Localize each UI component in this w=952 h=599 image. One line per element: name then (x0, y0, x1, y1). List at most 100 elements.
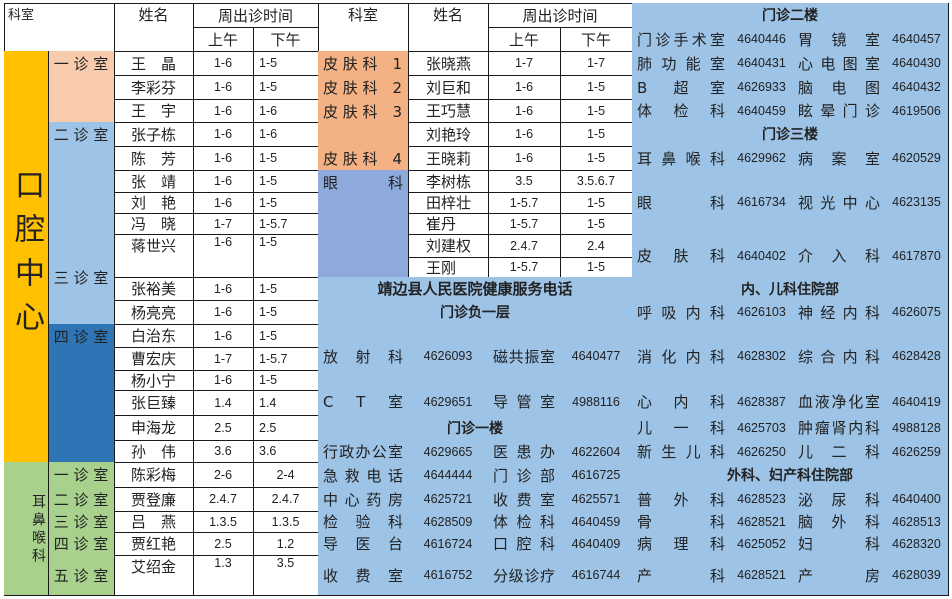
phone-number: 4616724 (408, 532, 489, 556)
am-days: 2.4.7 (193, 487, 254, 512)
department-label: 皮 肤 科 4 (318, 146, 409, 171)
doctor-name: 王刚 (408, 257, 489, 278)
doctor-name: 李树栋 (408, 170, 489, 193)
phone-number: 4626259 (885, 440, 949, 464)
doctor-name: 贾红艳 (114, 532, 194, 556)
phone-number: 4640446 (730, 27, 794, 52)
phone-number: 4625052 (730, 532, 794, 556)
am-days: 1-6 (193, 51, 254, 76)
phone-dept-name-text: 儿一科 (637, 419, 725, 437)
am-days: 1-6 (193, 99, 254, 123)
phone-dept-name-text: C T 室 (323, 393, 403, 411)
phone-dept-name-text: 门诊手术室 (637, 30, 725, 49)
doctor-name: 张裕美 (114, 277, 194, 301)
doctor-name: 王巧慧 (408, 99, 489, 123)
doctor-name: 冯 晓 (114, 213, 194, 235)
room-label: 二 诊 室 (48, 122, 115, 214)
am-days: 1.3 (193, 555, 254, 596)
header-am-2: 上午 (488, 27, 561, 52)
room-label: 四 诊 室 (48, 324, 115, 463)
doctor-name: 王 宇 (114, 99, 194, 123)
am-days: 3.5 (488, 170, 561, 193)
phone-number: 4617870 (885, 234, 949, 278)
room-label: 四 诊 室 (48, 532, 115, 556)
phone-dept-name: 新生儿科 (632, 440, 731, 464)
phone-number: 4640419 (885, 388, 949, 416)
pm-days: 1.2 (253, 532, 319, 556)
am-days: 1-5.7 (488, 192, 561, 214)
pm-days: 1-5 (253, 170, 319, 193)
department-label-text: 眼科 (323, 174, 403, 192)
phone-number: 4622604 (560, 440, 633, 464)
doctor-name: 陈 芳 (114, 146, 194, 171)
am-days: 1-7 (488, 51, 561, 76)
phone-number: 4988128 (885, 415, 949, 441)
phone-number: 4640409 (560, 532, 633, 556)
phone-number: 4626093 (408, 324, 489, 389)
phone-number: 4629665 (408, 440, 489, 464)
pm-days: 2.4 (560, 234, 633, 258)
header-pm-2: 下午 (560, 27, 633, 52)
doctor-name: 刘艳玲 (408, 122, 489, 147)
phone-dept-name: 心内科 (632, 388, 731, 416)
phone-dept-name-text: 心内科 (637, 393, 725, 411)
doctor-name: 张晓燕 (408, 51, 489, 76)
am-days: 1-6 (488, 75, 561, 100)
pm-days: 3.6 (253, 440, 319, 463)
pm-days: 1-5 (253, 300, 319, 325)
section-title: 门诊负一层 (318, 300, 633, 325)
phone-dept-name: 心电图室 (793, 51, 886, 76)
am-days: 1.4 (193, 390, 254, 416)
phone-dept-name: B 超室 (632, 75, 731, 100)
pm-days: 3.5.6.7 (560, 170, 633, 193)
phone-number: 4619506 (885, 99, 949, 123)
header-dept-2: 科室 (318, 3, 409, 52)
phone-dept-name-text: 眩晕门诊 (798, 102, 880, 120)
am-days: 1-6 (193, 324, 254, 348)
phone-number: 4988116 (560, 388, 633, 416)
phone-dept-name-text: 视光中心 (798, 193, 880, 212)
phone-dept-name-text: 中心药房 (323, 490, 403, 509)
phone-dept-name-text: 心电图室 (798, 54, 880, 73)
phone-dept-name-text: B 超室 (637, 78, 725, 97)
phone-number: 4626103 (730, 300, 794, 325)
phone-dept-name-text: 脑电图 (798, 78, 880, 97)
phone-number: 4625721 (408, 487, 489, 512)
phone-dept-name: 肺功能室 (632, 51, 731, 76)
doctor-name: 刘巨和 (408, 75, 489, 100)
pm-days: 1-5 (560, 257, 633, 278)
phone-number: 4628521 (730, 511, 794, 533)
phone-number: 4623135 (885, 170, 949, 235)
phone-dept-name: 分级诊疗 (488, 555, 561, 596)
am-days: 1-6 (488, 146, 561, 171)
phone-dept-name: 导管室 (488, 388, 561, 416)
phone-dept-name: 骨科 (632, 511, 731, 533)
phone-dept-name-text: 导医台 (323, 535, 403, 553)
phone-dept-name: 眼科 (632, 170, 731, 235)
doctor-name: 王 晶 (114, 51, 194, 76)
phone-dept-name-text: 收费室 (493, 490, 555, 509)
am-days: 1-6 (193, 234, 254, 278)
phone-dept-name-text: 检验科 (323, 513, 403, 531)
pm-days: 1-5 (253, 370, 319, 391)
phone-dept-name: 泌尿科 (793, 487, 886, 512)
phone-dept-name: 肿瘤肾内科 (793, 415, 886, 441)
phone-dept-name-text: 收费室 (323, 566, 403, 585)
pm-days: 1-5 (560, 146, 633, 171)
phone-dept-name: C T 室 (318, 388, 409, 416)
am-days: 1-6 (193, 370, 254, 391)
am-days: 1-6 (193, 146, 254, 171)
phone-dept-name: 口腔科 (488, 532, 561, 556)
doctor-name: 田梓壮 (408, 192, 489, 214)
pm-days: 1.4 (253, 390, 319, 416)
phone-dept-name: 脑电图 (793, 75, 886, 100)
phone-number: 4629962 (730, 146, 794, 171)
phone-dept-name-text: 体检科 (493, 513, 555, 531)
phone-dept-name: 儿一科 (632, 415, 731, 441)
room-label: 三 诊 室 (48, 511, 115, 533)
section-title: 门诊二楼 (632, 3, 949, 28)
phone-number: 4616725 (560, 463, 633, 488)
section-title: 门诊一楼 (318, 415, 633, 441)
phone-number: 4626933 (730, 75, 794, 100)
